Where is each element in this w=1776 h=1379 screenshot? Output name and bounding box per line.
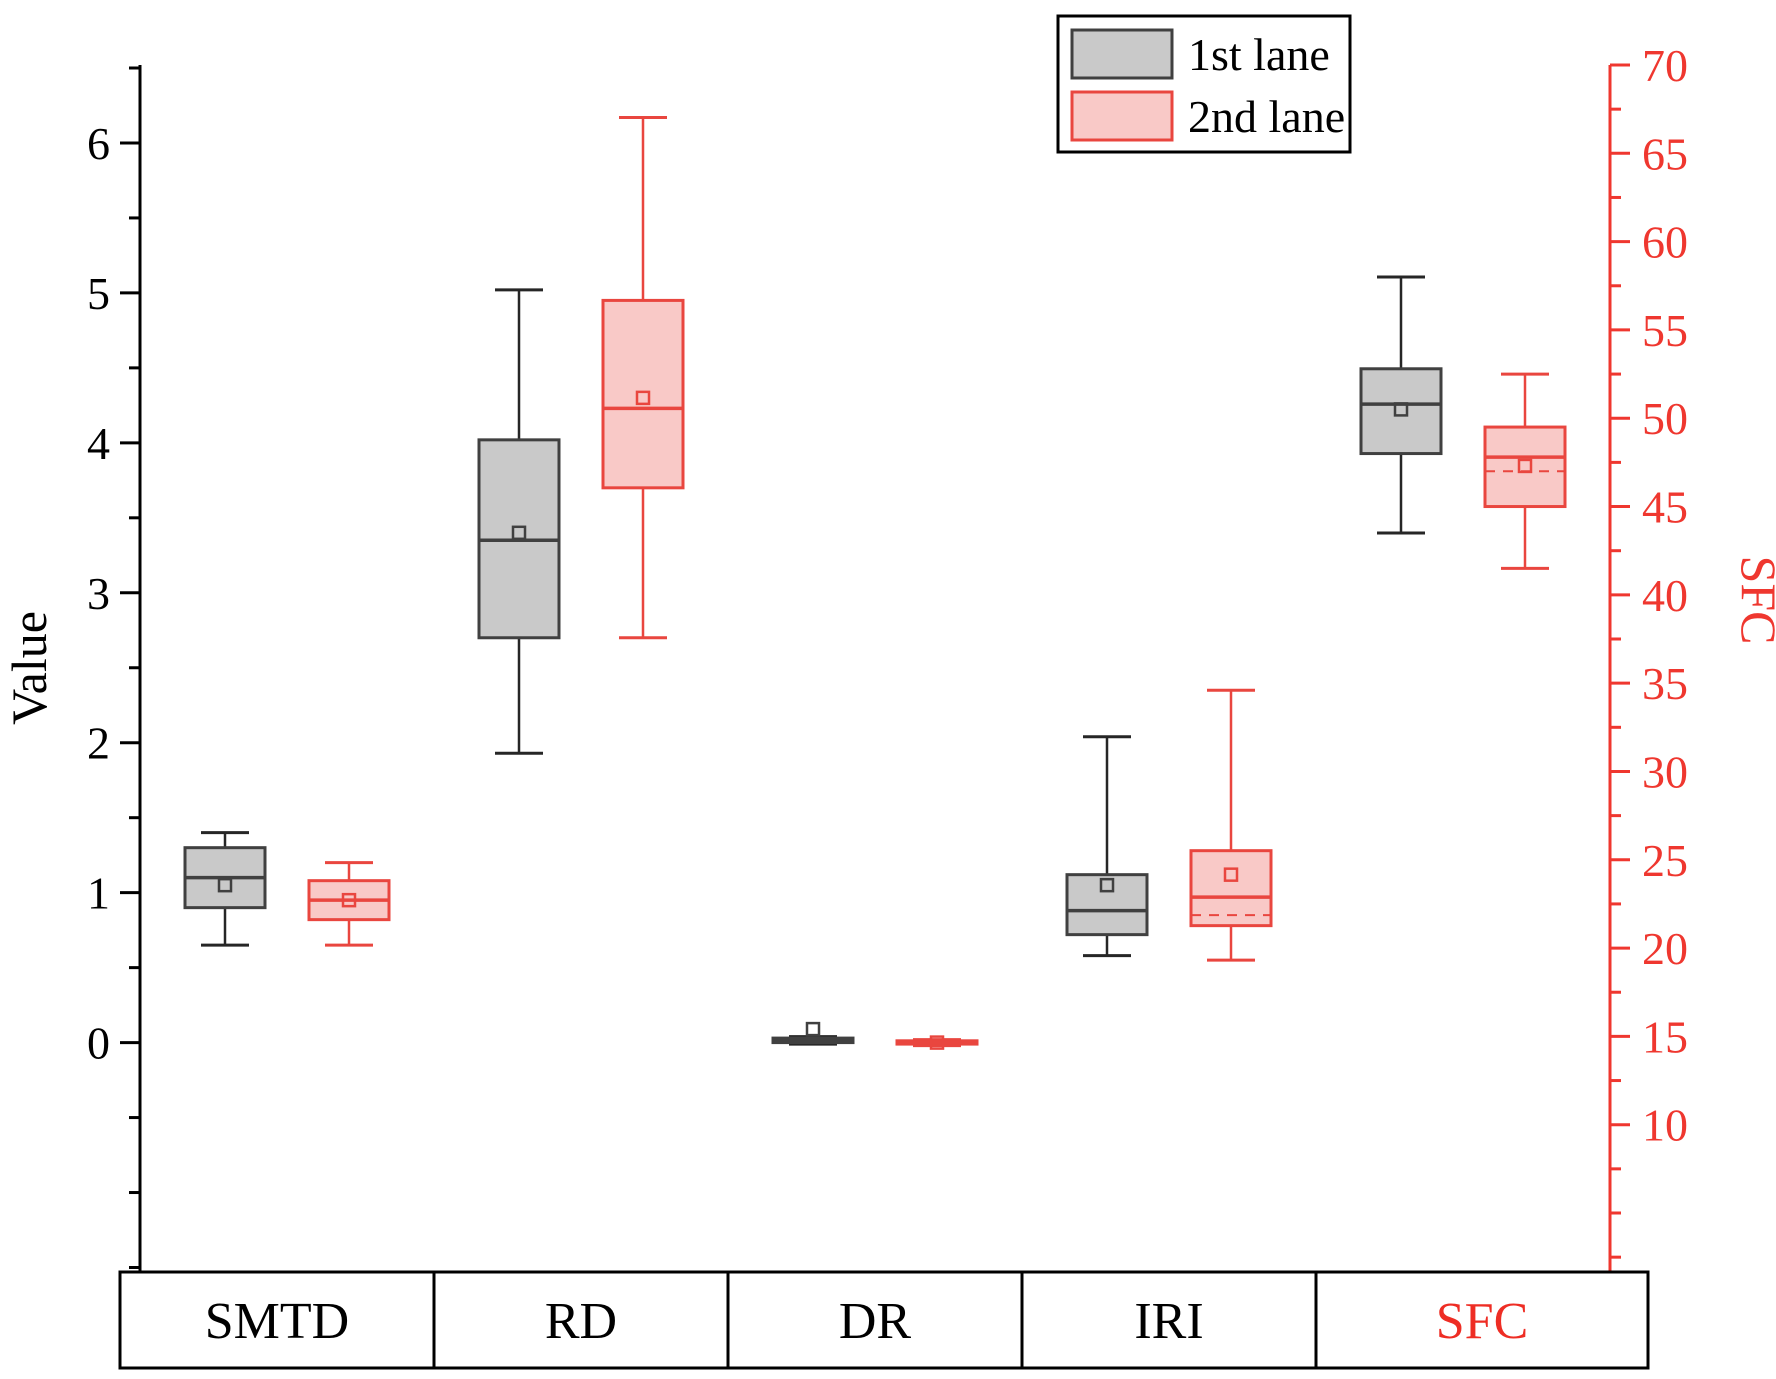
left-axis-title: Value [1, 611, 57, 725]
box-rd-1st-lane [477, 288, 561, 755]
right-axis-tick-label: 55 [1642, 305, 1688, 356]
box-sfc-2nd-lane [1483, 372, 1567, 570]
right-axis-tick-label: 25 [1642, 835, 1688, 886]
right-axis-tick-label: 70 [1642, 40, 1688, 91]
box-smtd-2nd-lane [307, 861, 391, 947]
left-axis-tick-label: 1 [87, 868, 110, 919]
right-axis-tick-label: 40 [1642, 570, 1688, 621]
legend-swatch-2nd-lane [1070, 90, 1174, 142]
left-axis-tick-label: 4 [87, 418, 110, 469]
mean-marker [929, 1035, 945, 1050]
box-iri-1st-lane [1065, 735, 1149, 958]
mean-marker [1223, 867, 1239, 882]
category-band: SMTD RD DR IRI SFC [118, 1270, 1650, 1370]
left-axis-tick-label: 6 [87, 118, 110, 169]
box-rd-2nd-lane [601, 115, 685, 640]
mean-marker [1393, 402, 1409, 417]
mean-marker [1517, 458, 1533, 474]
left-axis-tick-label: 5 [87, 268, 110, 319]
left-axis-tick-label: 3 [87, 568, 110, 619]
box-smtd-1st-lane [183, 831, 267, 947]
right-axis-tick-label: 15 [1642, 1011, 1688, 1062]
legend-label-2nd-lane: 2nd lane [1188, 91, 1345, 142]
right-axis-tick-label: 35 [1642, 658, 1688, 709]
right-axis-tick-label: 20 [1642, 923, 1688, 974]
left-axis-tick-label: 2 [87, 718, 110, 769]
box-sfc-1st-lane [1359, 275, 1443, 535]
category-label-dr: DR [839, 1293, 912, 1350]
right-axis-tick-label: 50 [1642, 393, 1688, 444]
mean-marker [805, 1021, 821, 1037]
right-axis-tick-label: 10 [1642, 1100, 1688, 1151]
mean-marker [217, 877, 233, 893]
category-label-rd: RD [545, 1293, 617, 1350]
legend-swatch-1st-lane [1070, 28, 1174, 80]
right-axis-tick-label: 45 [1642, 482, 1688, 533]
right-axis-tick-label: 30 [1642, 746, 1688, 797]
mean-marker [1099, 877, 1115, 893]
mean-marker [341, 892, 357, 908]
right-axis-tick-label: 65 [1642, 128, 1688, 179]
legend: 1st lane 2nd lane [1056, 14, 1352, 154]
right-axis-tick-label: 60 [1642, 217, 1688, 268]
left-axis-tick-label: 0 [87, 1018, 110, 1069]
category-label-sfc: SFC [1436, 1293, 1529, 1350]
category-label-smtd: SMTD [205, 1293, 349, 1350]
left-axis: 0 1 2 3 4 5 6 [87, 65, 142, 1272]
category-band-frame [118, 1270, 1650, 1370]
legend-label-1st-lane: 1st lane [1188, 29, 1330, 80]
mean-marker [511, 525, 527, 541]
boxes-layer [183, 115, 1567, 1050]
category-label-iri: IRI [1134, 1293, 1203, 1350]
box-dr-2nd-lane [895, 1035, 979, 1050]
mean-marker [635, 390, 651, 406]
right-axis: 10 15 20 25 30 35 40 45 50 55 60 65 70 [1608, 40, 1688, 1272]
box-dr-1st-lane [771, 1021, 855, 1046]
box-iri-2nd-lane [1189, 688, 1273, 962]
right-axis-title: SFC [1731, 556, 1776, 645]
